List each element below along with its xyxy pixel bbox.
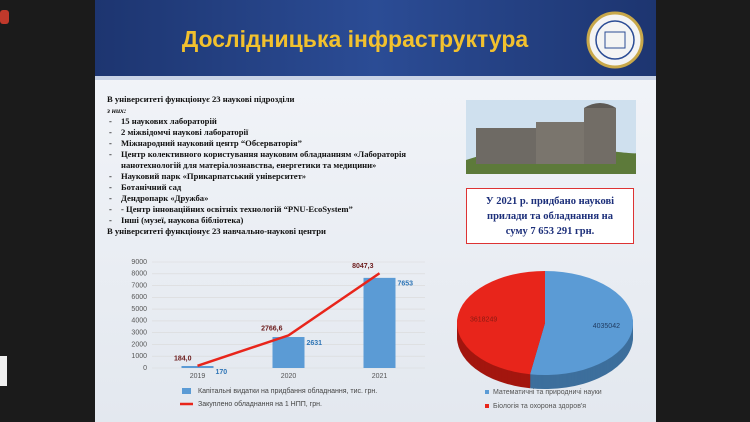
pie-label: 3618249 (470, 317, 497, 324)
x-tick-label: 2020 (281, 373, 297, 380)
y-tick-label: 3000 (131, 330, 147, 337)
y-tick-label: 1000 (131, 353, 147, 360)
bar (181, 365, 214, 368)
bar (363, 277, 396, 368)
line-label: 2766,6 (261, 325, 283, 332)
subintro: з них: (107, 106, 127, 115)
line-label: 8047,3 (352, 263, 374, 270)
list-item: Інші (музеї, наукова бібліотека) (107, 215, 447, 226)
side-icon (0, 10, 9, 24)
legend-marker (485, 404, 489, 408)
side-panel (0, 356, 7, 386)
line-label: 184,0 (174, 356, 192, 363)
legend-label: Капітальні видатки на придбання обладнан… (198, 387, 377, 395)
text-list: В університеті функціонує 23 наукові під… (107, 94, 447, 237)
list-item: Центр колективного користування науковим… (107, 149, 447, 171)
x-tick-label: 2021 (372, 373, 388, 380)
pie-label: 4035042 (593, 323, 620, 330)
y-tick-label: 9000 (131, 259, 147, 266)
y-tick-label: 4000 (131, 318, 147, 325)
bar-label: 170 (216, 369, 228, 376)
note-box: У 2021 р. придбано наукові прилади та об… (466, 188, 634, 244)
line (197, 272, 381, 368)
slide-title: Дослідницька інфраструктура (181, 26, 529, 52)
intro: В університеті функціонує 23 наукові під… (107, 94, 295, 104)
bar-label: 2631 (307, 340, 323, 347)
legend-label: Закуплено обладнання на 1 НПП, грн. (198, 400, 322, 408)
list-item: Ботанічний сад (107, 182, 447, 193)
y-tick-label: 2000 (131, 341, 147, 348)
list-item: 2 міжвідомчі наукові лабораторії (107, 127, 447, 138)
legend-marker (485, 390, 489, 394)
closing: В університеті функціонує 23 навчально-н… (107, 226, 326, 236)
x-tick-label: 2019 (190, 373, 206, 380)
logo (586, 11, 644, 69)
y-tick-label: 5000 (131, 306, 147, 313)
y-tick-label: 0 (143, 365, 147, 372)
list-item: Міжнародний науковий центр “Обсерваторія… (107, 138, 447, 149)
header (95, 0, 656, 80)
photo (466, 100, 636, 174)
bar (272, 337, 305, 368)
list-item: 15 наукових лабораторій (107, 116, 447, 127)
list-item: Дендропарк «Дружба» (107, 193, 447, 204)
pie-slice (530, 271, 634, 375)
list-item: Науковий парк «Прикарпатський університе… (107, 171, 447, 182)
legend-label: Біологія та охорона здоров'я (493, 402, 586, 410)
bar-label: 7653 (398, 281, 414, 288)
legend-marker (182, 388, 191, 394)
legend-label: Математичні та природничі науки (493, 388, 602, 396)
list-item: - Центр інноваційних освітніх технологій… (107, 204, 447, 215)
pie-slice (457, 271, 545, 375)
y-tick-label: 6000 (131, 294, 147, 301)
y-tick-label: 7000 (131, 282, 147, 289)
y-tick-label: 8000 (131, 271, 147, 278)
